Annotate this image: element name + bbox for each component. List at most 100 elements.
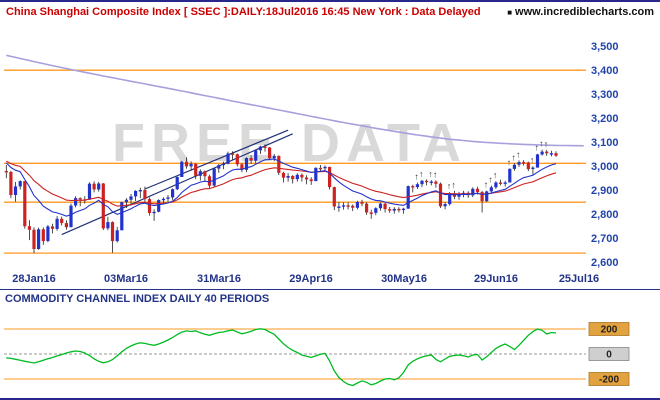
price-axis-label: 3,100 [591, 137, 619, 149]
chart-titlebar: China Shanghai Composite Index [ SSEC ]:… [0, 2, 660, 21]
candle-body [286, 176, 290, 178]
candle-body [420, 180, 424, 185]
candle-body [157, 200, 161, 212]
site-link[interactable]: ■ www.incrediblecharts.com [507, 6, 654, 18]
candle-body [291, 176, 295, 180]
candle-body [374, 208, 378, 213]
candlestick-series [4, 144, 558, 254]
indicator-title: COMMODITY CHANNEL INDEX DAILY 40 PERIODS [5, 293, 270, 305]
candle-body [341, 205, 346, 207]
price-axis-label: 3,200 [591, 113, 619, 125]
candle-body [37, 229, 41, 249]
candle-body [425, 180, 429, 183]
price-chart-svg[interactable]: FREE DATA↑ ↑ ↑ ↑↑ ↑ ↑↑ ↑↑↑ ↑↑↑ ↑ ↑3,5003,4003,300… [0, 21, 660, 273]
candle-body [147, 199, 152, 213]
candle-body [277, 155, 281, 173]
candle-body [355, 202, 359, 208]
long-term-ma-line [6, 54, 584, 147]
price-chart-panel[interactable]: FREE DATA ↑ ↑ ↑ ↑ ↑ ↑ ↑ ↑ ↑ ↑ ↑ ↑ ↑ ↑ ↑ ↑ 3,500 3,400 3,300… [0, 21, 660, 273]
candle-body [508, 168, 512, 183]
candle-body [383, 203, 387, 210]
candle-body [480, 192, 484, 202]
cci-level-label: 0 [606, 350, 612, 361]
candle-body [171, 189, 175, 198]
candle-body [517, 162, 521, 165]
price-axis-label: 3,300 [591, 89, 619, 101]
price-axis-label: 2,900 [591, 185, 619, 197]
candle-body [194, 163, 198, 176]
site-link-label: www.incrediblecharts.com [515, 5, 654, 18]
candle-body [129, 196, 133, 200]
candle-body [457, 193, 461, 197]
candle-body [471, 188, 475, 196]
indicator-header: COMMODITY CHANNEL INDEX DAILY 40 PERIODS [0, 289, 660, 308]
cci-chart-panel[interactable]: 200 0 -200 [0, 308, 660, 398]
candle-body [323, 166, 327, 169]
candle-body [346, 205, 350, 207]
candle-body [124, 199, 128, 203]
candle-body [101, 183, 105, 229]
candle-body [411, 186, 415, 188]
candle-body [60, 218, 64, 224]
candle-body [138, 190, 142, 192]
candle-body [332, 187, 336, 207]
candle-body [32, 229, 36, 249]
candle-body [263, 146, 267, 148]
candle-body [337, 206, 341, 208]
candle-body [549, 153, 553, 155]
signal-arrows: ↑ ↑ ↑ ↑↑ ↑ ↑↑ ↑↑↑ ↑↑↑ ↑ ↑ [414, 139, 548, 192]
candle-body [554, 153, 558, 156]
x-axis-label: 31Mar16 [196, 273, 242, 285]
candle-body [69, 205, 73, 228]
candle-body [401, 208, 406, 211]
candle-body [272, 155, 276, 159]
price-axis-label: 2,700 [591, 233, 619, 245]
candle-body [388, 209, 392, 211]
candle-body [295, 174, 299, 180]
candle-body [397, 208, 401, 211]
candle-body [258, 146, 262, 151]
candle-body [281, 172, 286, 178]
price-axis-label: 3,000 [591, 161, 619, 173]
candle-body [217, 165, 221, 169]
up-arrow-marker: ↑ [493, 170, 498, 180]
x-axis-labels: 28Jan16 03Mar16 31Mar16 29Apr16 30May16 29Jun… [0, 273, 660, 289]
fast-ema-line [5, 158, 557, 217]
candle-body [328, 166, 332, 188]
candle-body [309, 179, 313, 182]
candle-body [221, 163, 225, 166]
candle-body [360, 202, 364, 204]
candle-body [106, 222, 110, 229]
candle-body [378, 203, 383, 209]
candle-body [231, 153, 235, 155]
candle-body [55, 218, 59, 229]
candle-body [438, 183, 443, 207]
candle-body [78, 198, 82, 200]
candle-body [207, 176, 212, 186]
x-axis-label: 29Jun16 [473, 273, 519, 285]
candle-body [485, 191, 489, 202]
candle-body [351, 205, 355, 208]
price-axis-label: 2,600 [591, 257, 619, 269]
x-axis-label: 03Mar16 [103, 273, 149, 285]
x-axis-label: 25Jul16 [558, 273, 600, 285]
candle-body [46, 226, 50, 241]
cci-chart-svg[interactable]: 200 0 -200 [0, 308, 660, 398]
candle-body [443, 204, 447, 207]
candle-body [512, 164, 516, 169]
up-arrow-marker: ↑ [419, 169, 424, 179]
candle-body [526, 162, 530, 170]
candle-body [27, 226, 31, 230]
candle-body [18, 181, 22, 187]
candle-body [152, 211, 156, 214]
candle-body [365, 203, 369, 213]
candle-body [240, 164, 244, 170]
cci-level-badge [588, 372, 630, 386]
candle-body [143, 190, 147, 200]
up-arrow-marker: ↑ [484, 180, 489, 190]
candle-body [9, 172, 13, 195]
candle-body [494, 182, 498, 188]
candle-body [226, 153, 230, 164]
x-axis-label: 30May16 [381, 273, 427, 285]
